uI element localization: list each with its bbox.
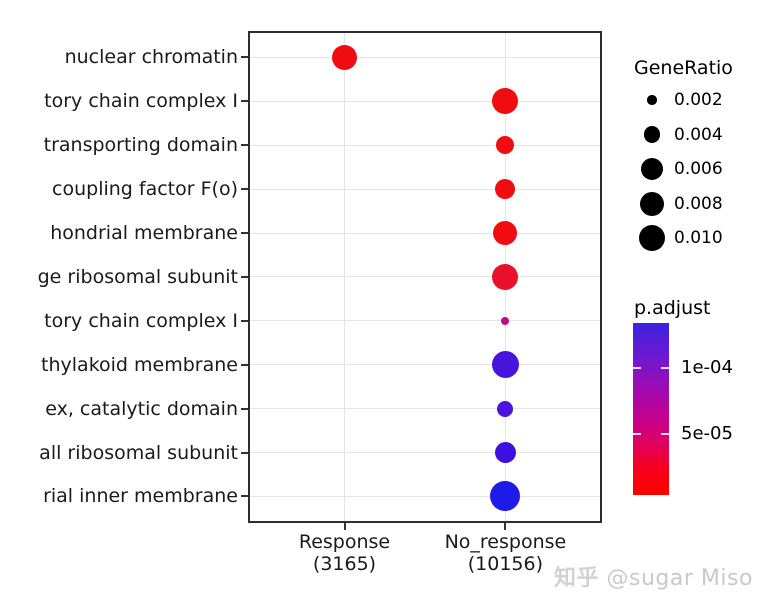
x-axis-label: No_response (10156) (395, 531, 615, 575)
gridline-horizontal (250, 452, 600, 453)
y-axis-label: nuclear chromatin (64, 46, 238, 69)
y-axis-label: coupling factor F(o) (52, 178, 238, 201)
gene-ratio-legend-dot (640, 191, 664, 216)
y-axis-tick (241, 275, 248, 278)
gridline-horizontal (250, 276, 600, 278)
gridline-horizontal (250, 364, 600, 366)
data-point[interactable] (332, 44, 357, 70)
y-axis-label: thylakoid membrane (41, 353, 238, 376)
data-point[interactable] (491, 351, 519, 379)
p-adjust-tick-label: 5e-05 (681, 422, 733, 444)
gridline-vertical (344, 33, 345, 521)
data-point[interactable] (494, 442, 516, 463)
x-axis-label: Response (3165) (235, 531, 455, 575)
y-axis-tick (241, 319, 248, 322)
y-axis-label: ge ribosomal subunit (37, 265, 238, 288)
watermark-brand: 知乎 (554, 566, 600, 591)
y-axis-label: transporting domain (43, 134, 238, 157)
y-axis-tick (241, 100, 248, 103)
gene-ratio-legend-dot (639, 225, 665, 251)
gridline-horizontal (250, 56, 600, 58)
y-axis-tick (241, 363, 248, 366)
plot-panel (248, 31, 602, 523)
p-adjust-tick-label: 1e-04 (681, 357, 733, 379)
colorbar-tick-left (633, 432, 641, 435)
y-axis-tick (241, 451, 248, 454)
gridline-horizontal (250, 408, 600, 410)
y-axis-label: rial inner membrane (43, 485, 238, 508)
watermark-handle: @sugar Miso (606, 566, 753, 591)
gene-ratio-legend-label: 0.006 (674, 159, 723, 179)
x-axis-label-line1: No_response (444, 531, 567, 553)
plot-area (250, 33, 600, 521)
y-axis-label: all ribosomal subunit (39, 441, 238, 464)
gridline-horizontal (250, 100, 600, 102)
data-point[interactable] (497, 400, 514, 417)
data-point[interactable] (495, 179, 516, 200)
gridline-horizontal (250, 320, 600, 322)
y-axis-tick (241, 56, 248, 59)
x-axis-label-line2: (10156) (467, 553, 544, 575)
data-point[interactable] (496, 136, 515, 155)
x-axis-tick (343, 523, 346, 530)
gene-ratio-legend-dot (643, 126, 661, 143)
colorbar-tick-right (661, 432, 669, 435)
y-axis-tick (241, 495, 248, 498)
colorbar-tick-left (633, 367, 641, 370)
data-point[interactable] (492, 88, 519, 115)
data-point[interactable] (493, 221, 518, 245)
data-point[interactable] (501, 316, 510, 325)
gene-ratio-legend-title: GeneRatio (634, 57, 733, 79)
gene-ratio-legend-label: 0.008 (674, 193, 723, 214)
data-point[interactable] (490, 481, 521, 512)
gridline-horizontal (250, 144, 600, 146)
y-axis-label: tory chain complex I (44, 309, 238, 332)
y-axis-label: ex, catalytic domain (45, 397, 238, 420)
gene-ratio-legend-dot (641, 158, 663, 180)
y-axis-tick (241, 232, 248, 234)
x-axis-label-line1: Response (298, 531, 391, 553)
p-adjust-legend-title: p.adjust (634, 297, 711, 319)
gene-ratio-legend-label: 0.002 (674, 90, 723, 110)
y-axis-tick (241, 144, 248, 147)
y-axis-label: hondrial membrane (50, 222, 238, 244)
x-axis-tick (504, 523, 507, 530)
y-axis-tick (241, 188, 248, 191)
watermark: 知乎 @sugar Miso (554, 560, 753, 592)
colorbar-tick-right (661, 367, 669, 370)
y-axis-tick (241, 407, 248, 410)
gridline-horizontal (250, 188, 600, 190)
gene-ratio-legend-dot (647, 95, 657, 105)
data-point[interactable] (492, 263, 519, 290)
gridline-horizontal (250, 495, 600, 497)
y-axis-label: tory chain complex I (44, 90, 238, 113)
gridline-horizontal (250, 232, 600, 234)
gene-ratio-legend-label: 0.004 (674, 124, 723, 145)
x-axis-label-line2: (3165) (312, 553, 377, 575)
p-adjust-colorbar (633, 323, 669, 495)
gene-ratio-legend-label: 0.010 (674, 228, 723, 248)
